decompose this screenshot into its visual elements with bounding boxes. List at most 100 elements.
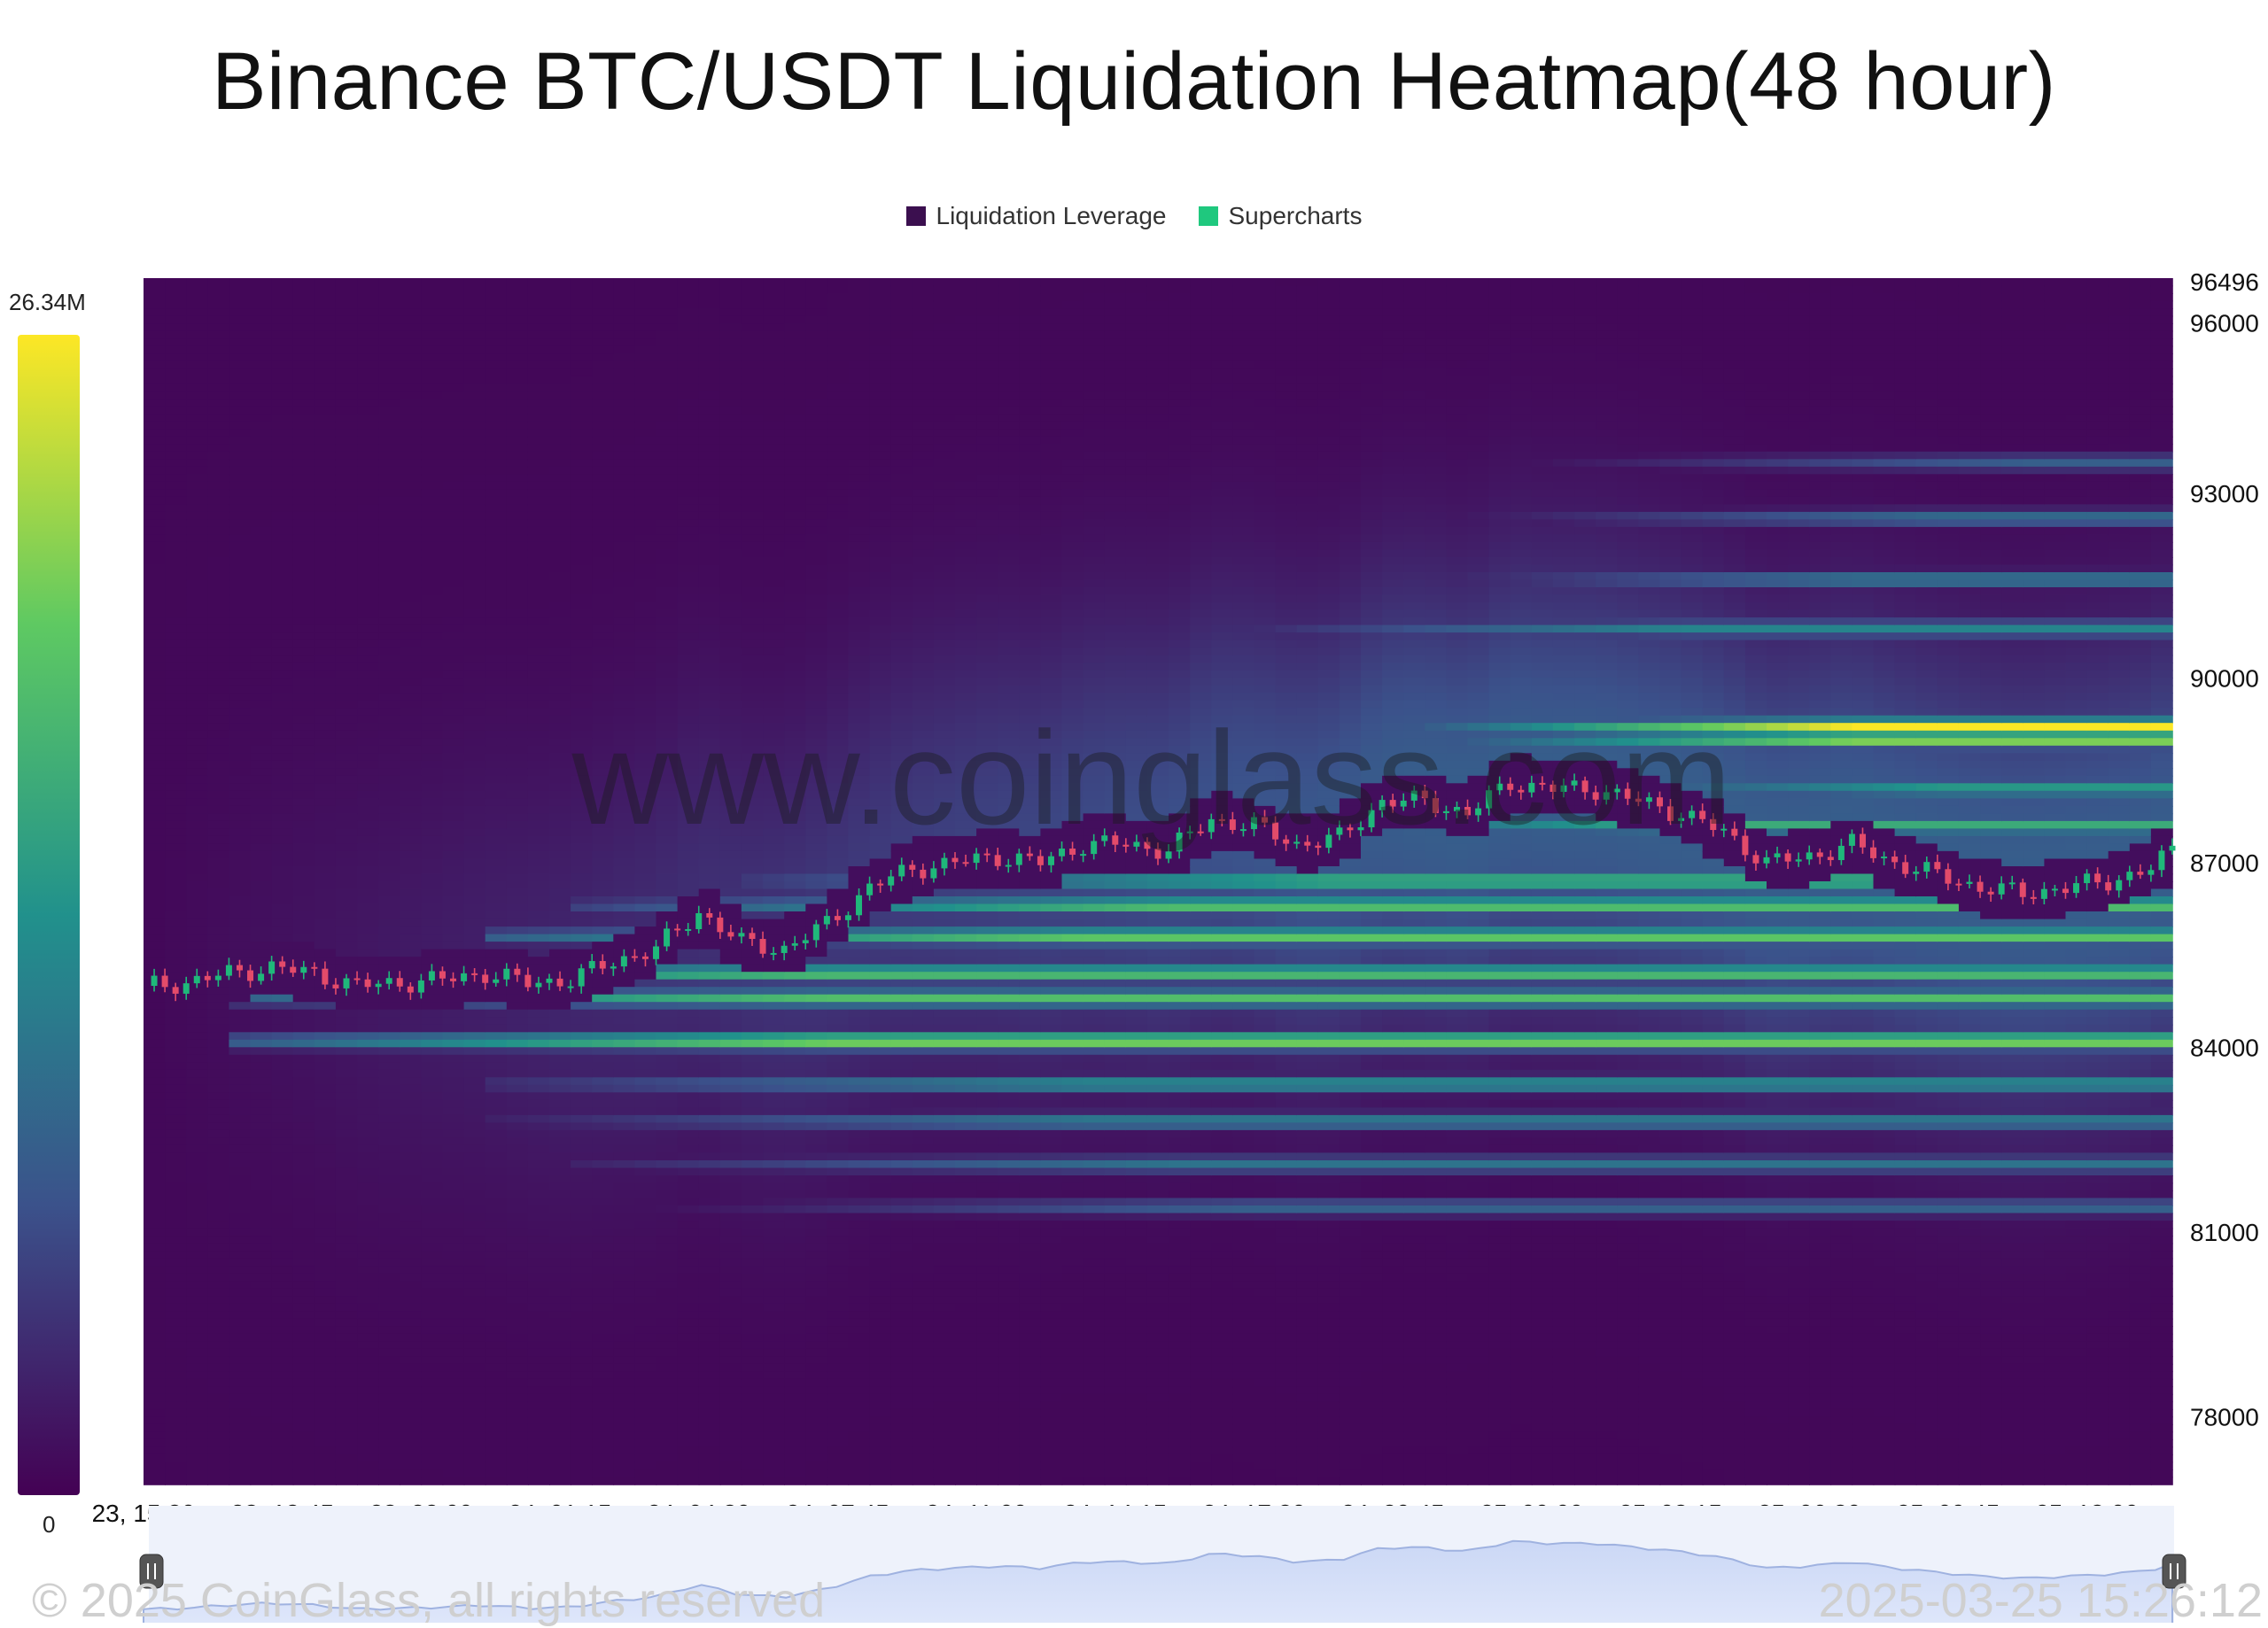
- heatmap-cell: [292, 1182, 315, 1191]
- heatmap-cell: [335, 1461, 358, 1470]
- heatmap-cell: [763, 1273, 785, 1282]
- heatmap-cell: [186, 903, 209, 912]
- heatmap-cell: [571, 949, 593, 957]
- heatmap-cell: [592, 1311, 615, 1320]
- heatmap-cell: [549, 775, 571, 785]
- heatmap-cell: [335, 1371, 358, 1380]
- heatmap-cell: [549, 300, 571, 309]
- heatmap-cell: [571, 345, 593, 354]
- heatmap-cell: [442, 1129, 465, 1139]
- heatmap-cell: [207, 1077, 230, 1086]
- heatmap-cell: [719, 1236, 742, 1244]
- heatmap-cell: [357, 444, 379, 453]
- heatmap-cell: [250, 1122, 273, 1131]
- heatmap-cell: [144, 866, 166, 875]
- legend-item-supercharts[interactable]: Supercharts: [1198, 202, 1362, 230]
- heatmap-cell: [549, 753, 571, 762]
- heatmap-cell: [335, 564, 358, 573]
- heatmap-cell: [485, 1221, 508, 1229]
- heatmap-cell: [186, 919, 209, 927]
- heatmap-cell: [400, 1160, 423, 1169]
- heatmap-cell: [165, 843, 187, 852]
- heatmap-cell: [741, 1371, 764, 1380]
- heatmap-cell: [613, 391, 636, 399]
- heatmap-cell: [634, 813, 657, 822]
- heatmap-cell: [421, 315, 444, 324]
- heatmap-cell: [400, 429, 423, 438]
- heatmap-cell: [698, 1129, 721, 1139]
- heatmap-cell: [357, 481, 379, 491]
- heatmap-cell: [271, 1062, 294, 1071]
- heatmap-cell: [250, 1092, 273, 1101]
- heatmap-cell: [463, 1107, 486, 1116]
- heatmap-cell: [357, 1311, 379, 1320]
- heatmap-cell: [763, 1152, 785, 1161]
- heatmap-cell: [698, 587, 721, 596]
- heatmap-cell: [378, 670, 401, 678]
- heatmap-cell: [314, 345, 337, 354]
- heatmap-cell: [271, 617, 294, 626]
- heatmap-cell: [805, 315, 828, 324]
- heatmap-cell: [463, 1236, 486, 1244]
- heatmap-cell: [292, 873, 315, 882]
- heatmap-cell: [165, 730, 187, 740]
- heatmap-cell: [571, 663, 593, 671]
- heatmap-cell: [314, 730, 337, 740]
- heatmap-cell: [421, 1296, 444, 1305]
- heatmap-cell: [527, 850, 550, 860]
- legend-item-liquidation-leverage[interactable]: Liquidation Leverage: [905, 202, 1167, 230]
- heatmap-cell: [250, 1296, 273, 1305]
- heatmap-cell: [506, 896, 529, 905]
- heatmap-cell: [421, 406, 444, 415]
- heatmap-cell: [506, 1190, 529, 1199]
- heatmap-cell: [271, 813, 294, 822]
- heatmap-cell: [677, 1333, 700, 1343]
- heatmap-cell: [335, 850, 358, 860]
- heatmap-cell: [763, 414, 785, 423]
- heatmap-cell: [314, 315, 337, 324]
- heatmap-cell: [442, 1446, 465, 1455]
- heatmap-cell: [549, 526, 571, 536]
- heatmap-cell: [763, 421, 785, 430]
- heatmap-cell: [784, 1137, 807, 1146]
- heatmap-cell: [186, 421, 209, 430]
- heatmap-cell: [677, 730, 700, 740]
- heatmap-cell: [463, 1378, 486, 1388]
- heatmap-cell: [357, 617, 379, 626]
- heatmap-cell: [144, 647, 166, 656]
- heatmap-cell: [634, 1318, 657, 1327]
- heatmap-cell: [549, 594, 571, 603]
- heatmap-cell: [741, 700, 764, 709]
- heatmap-cell: [656, 1311, 679, 1320]
- heatmap-cell: [656, 632, 679, 641]
- heatmap-cell: [463, 1054, 486, 1064]
- heatmap-cell: [613, 1469, 636, 1478]
- heatmap-cell: [144, 632, 166, 641]
- heatmap-cell: [527, 572, 550, 581]
- heatmap-cell: [250, 926, 273, 935]
- heatmap-cell: [485, 511, 508, 521]
- heatmap-cell: [400, 1122, 423, 1131]
- heatmap-cell: [335, 1175, 358, 1184]
- heatmap-cell: [698, 926, 721, 935]
- heatmap-cell: [335, 655, 358, 663]
- heatmap-cell: [165, 1129, 187, 1139]
- heatmap-cell: [634, 617, 657, 626]
- heatmap-cell: [784, 360, 807, 369]
- heatmap-cell: [250, 858, 273, 867]
- heatmap-cell: [485, 1469, 508, 1478]
- heatmap-cell: [549, 1401, 571, 1410]
- heatmap-cell: [378, 1221, 401, 1229]
- heatmap-cell: [634, 1446, 657, 1455]
- heatmap-cell: [378, 1341, 401, 1350]
- heatmap-cell: [571, 670, 593, 678]
- heatmap-cell: [634, 1378, 657, 1388]
- heatmap-cell: [741, 1009, 764, 1018]
- heatmap-cell: [741, 972, 764, 981]
- heatmap-cell: [250, 511, 273, 521]
- heatmap-cell: [677, 640, 700, 648]
- heatmap-cell: [571, 926, 593, 935]
- heatmap-cell: [442, 345, 465, 354]
- heatmap-cell: [634, 994, 657, 1003]
- heatmap-cell: [613, 489, 636, 498]
